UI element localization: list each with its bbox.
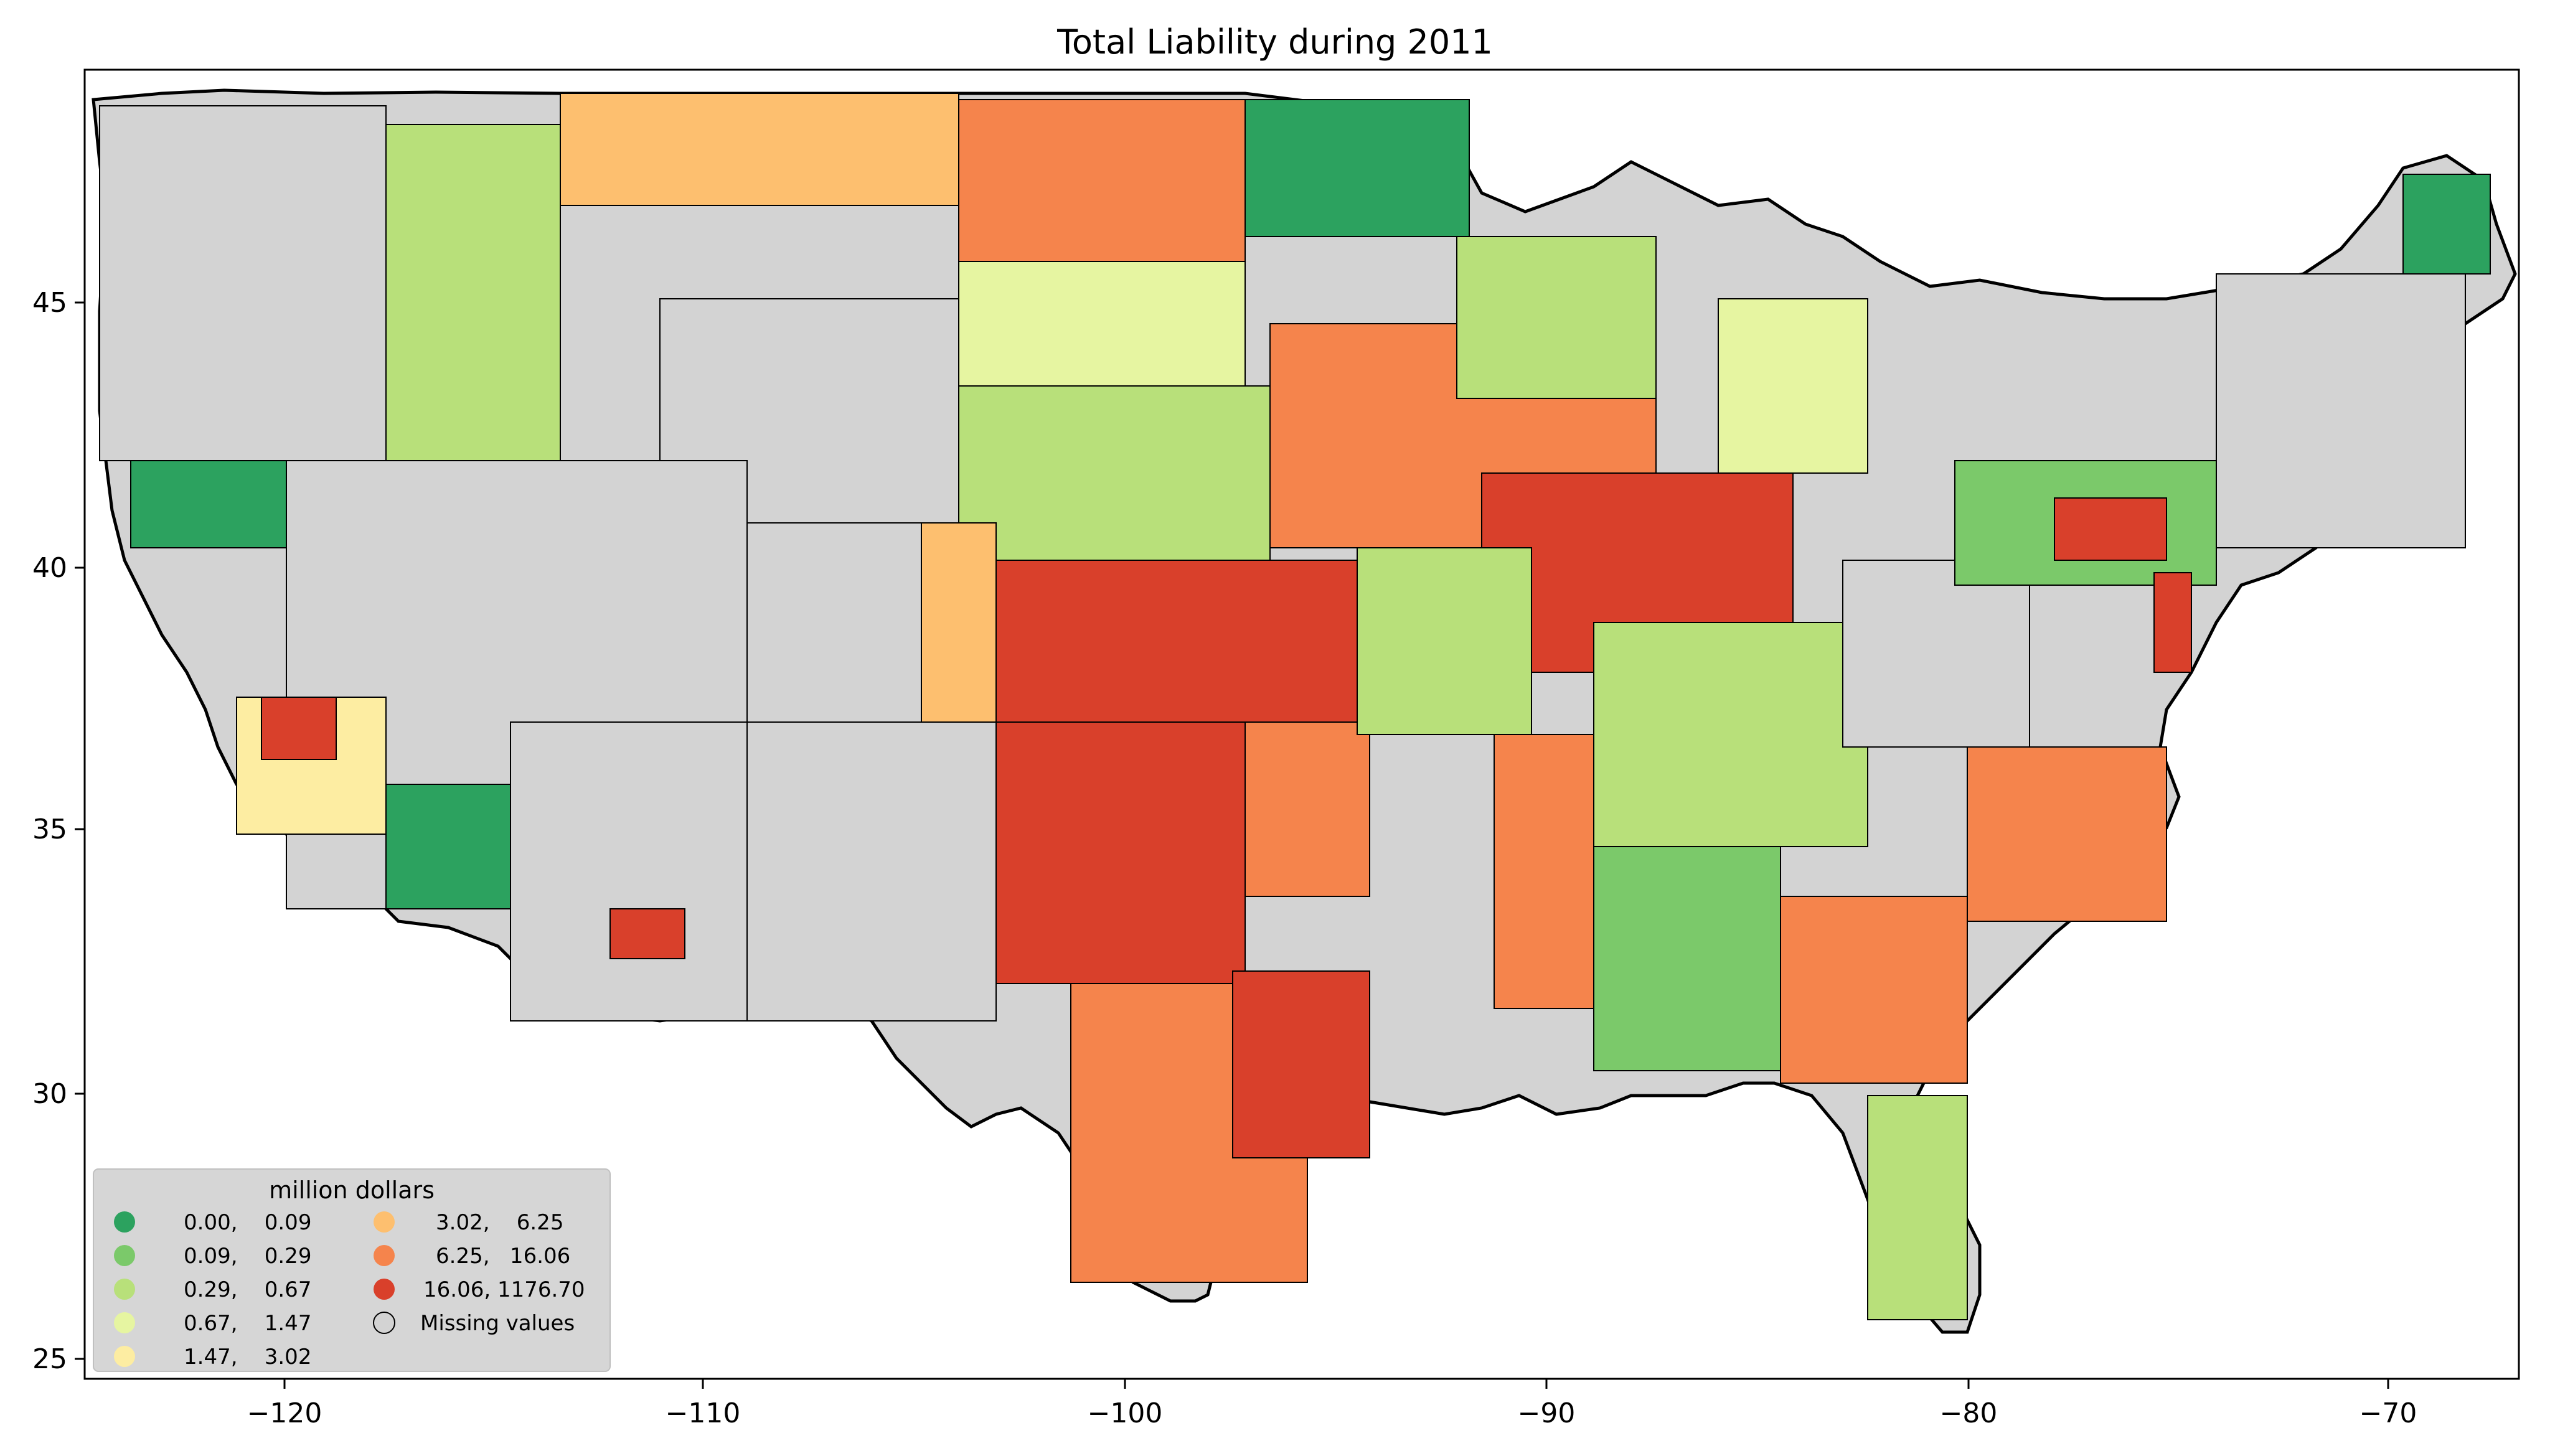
region-northern-plains xyxy=(958,99,1246,262)
x-tick-label: −120 xyxy=(247,1397,322,1429)
legend-label: 0.09, 0.29 xyxy=(184,1244,311,1269)
x-tick-label: −110 xyxy=(666,1397,741,1429)
region-montana-east xyxy=(560,93,959,206)
region-california-desert xyxy=(385,784,511,909)
legend-swatch-0 xyxy=(114,1211,135,1233)
legend-title: million dollars xyxy=(269,1177,435,1204)
x-tick-label: −80 xyxy=(1940,1397,1998,1429)
region-california-valley xyxy=(261,697,337,760)
region-idaho xyxy=(385,124,561,461)
legend-swatch-6 xyxy=(374,1245,395,1266)
legend: million dollars 0.00, 0.09 0.09, 0.29 0.… xyxy=(93,1168,611,1372)
y-tick-label: 40 xyxy=(32,552,67,584)
map-layer xyxy=(92,88,2517,1334)
y-tick-label: 25 xyxy=(32,1343,67,1375)
region-nebraska xyxy=(958,385,1271,561)
y-tick-label: 45 xyxy=(32,287,67,319)
x-axis: −120 −110 −100 −90 −80 −70 xyxy=(247,1379,2417,1429)
region-pacific-nw xyxy=(99,105,387,461)
map-title: Total Liability during 2011 xyxy=(1057,22,1493,62)
x-tick-label: −100 xyxy=(1088,1397,1163,1429)
legend-label: 16.06, 1176.70 xyxy=(423,1277,585,1302)
x-tick-label: −90 xyxy=(1518,1397,1576,1429)
y-tick-label: 35 xyxy=(32,814,67,845)
legend-swatch-2 xyxy=(114,1279,135,1300)
region-dakotas-mid xyxy=(958,261,1246,387)
region-michigan xyxy=(1718,298,1868,474)
region-oklahoma-east xyxy=(1244,721,1370,897)
region-kansas xyxy=(995,560,1358,723)
region-arizona-south xyxy=(609,908,685,959)
choropleth-regions xyxy=(99,93,2491,1320)
region-north-carolina xyxy=(1967,746,2167,922)
plot-frame xyxy=(83,68,2520,1380)
legend-label: 0.00, 0.09 xyxy=(184,1210,311,1235)
legend-swatch-5 xyxy=(374,1211,395,1233)
legend-swatch-3 xyxy=(114,1312,135,1333)
legend-swatch-4 xyxy=(114,1346,135,1367)
legend-swatch-missing xyxy=(373,1312,395,1334)
region-appalachia xyxy=(1842,560,2030,748)
region-wisconsin xyxy=(1456,236,1657,399)
region-missouri xyxy=(1357,547,1532,735)
legend-swatch-1 xyxy=(114,1245,135,1266)
region-minnesota-north xyxy=(1244,99,1470,237)
y-axis: 25 30 35 40 45 xyxy=(32,287,85,1375)
legend-label: Missing values xyxy=(420,1311,575,1336)
region-delmarva xyxy=(2153,572,2192,673)
legend-label: 1.47, 3.02 xyxy=(184,1345,311,1369)
region-mississippi-delta xyxy=(1494,734,1594,1009)
x-tick-label: −70 xyxy=(2359,1397,2417,1429)
region-georgia xyxy=(1780,896,1968,1084)
legend-label: 3.02, 6.25 xyxy=(436,1210,563,1235)
legend-label: 6.25, 16.06 xyxy=(436,1244,570,1269)
region-new-england xyxy=(2216,273,2466,548)
region-colorado-east xyxy=(921,522,997,723)
region-florida xyxy=(1867,1095,1968,1320)
region-oregon-sw xyxy=(130,460,287,548)
legend-box xyxy=(93,1168,611,1372)
region-texas-coast xyxy=(1232,970,1370,1158)
region-maine-north xyxy=(2402,174,2491,275)
y-tick-label: 30 xyxy=(32,1078,67,1110)
region-arizona xyxy=(510,721,748,1022)
legend-swatch-7 xyxy=(374,1279,395,1300)
region-alabama xyxy=(1593,846,1781,1071)
region-pa-southeast xyxy=(2054,497,2167,561)
region-oklahoma-texas-pan xyxy=(995,721,1246,984)
region-kentucky-tenn xyxy=(1593,622,1868,847)
legend-label: 0.29, 0.67 xyxy=(184,1277,311,1302)
region-new-mexico xyxy=(746,721,997,1022)
legend-label: 0.67, 1.47 xyxy=(184,1311,311,1336)
